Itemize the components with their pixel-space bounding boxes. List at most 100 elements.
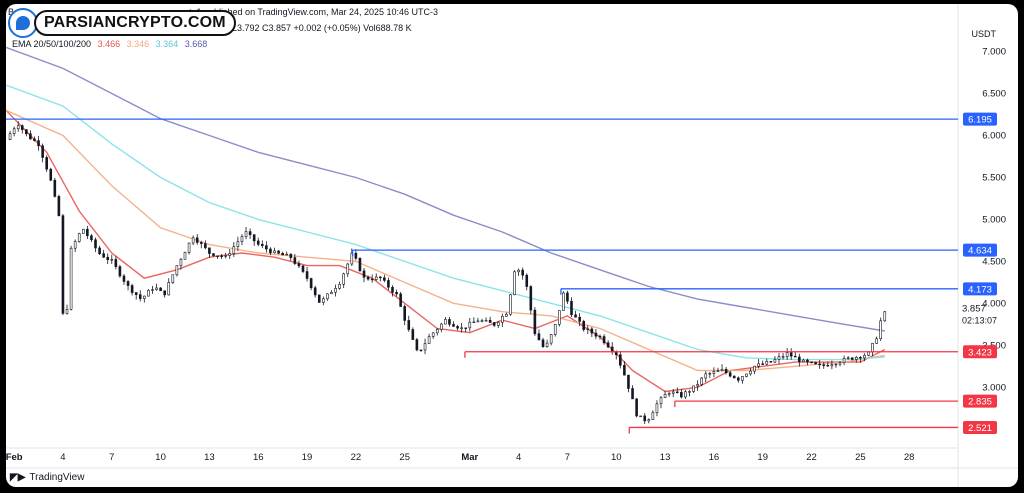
candle-body (724, 368, 728, 373)
current-price-label: 3.857 (962, 303, 986, 314)
candle-body (842, 357, 846, 363)
y-tick-label: 4.000 (982, 298, 1006, 309)
candle-body (501, 316, 504, 323)
candle-body (663, 394, 667, 398)
candle-body (415, 339, 419, 351)
candle-body (549, 334, 553, 344)
candle-body (73, 241, 77, 249)
candle-body (342, 273, 345, 285)
y-tick-label: 5.000 (982, 214, 1006, 225)
candle-body (151, 289, 154, 291)
candle-body (688, 391, 691, 393)
candle-body (440, 323, 443, 330)
candlestick-chart[interactable]: 7.0006.5006.0005.5005.0004.5004.0003.500… (6, 4, 1018, 487)
candle-body (737, 377, 740, 381)
candle-body (252, 234, 256, 242)
candle-body (61, 215, 65, 314)
candle-body (277, 250, 280, 254)
candle-body (651, 412, 655, 420)
candle-body (777, 356, 781, 360)
candle-body (25, 129, 28, 135)
candle-body (741, 376, 744, 381)
candle-body (883, 311, 887, 322)
candle-body (464, 327, 468, 329)
candle-body (838, 362, 842, 365)
candle-body (191, 237, 195, 244)
candle-body (537, 333, 541, 341)
candle-body (138, 294, 142, 299)
candle-body (297, 263, 301, 267)
candle-body (810, 361, 813, 364)
publisher-text: to1 published on TradingView.com, Mar 24… (189, 7, 438, 17)
candle-body (578, 316, 581, 322)
candle-body (671, 391, 675, 394)
candle-body (106, 256, 110, 261)
candle-body (110, 259, 114, 261)
candle-body (773, 359, 777, 363)
candle-body (134, 292, 138, 295)
candle-body (680, 392, 683, 398)
candle-body (623, 364, 626, 376)
candle-body (395, 292, 398, 295)
candle-body (826, 365, 830, 367)
candle-body (187, 242, 191, 253)
candle-body (305, 271, 309, 279)
candle-body (293, 257, 297, 264)
candle-body (122, 275, 126, 282)
candle-body (704, 373, 708, 379)
chart-panel: 7.0006.5006.0005.5005.0004.5004.0003.500… (6, 4, 1018, 487)
ema50-line (6, 109, 885, 372)
candle-body (480, 320, 484, 322)
level-badge (963, 112, 997, 126)
ema-legend[interactable]: EMA 20/50/100/200 3.466 3.346 3.364 3.66… (12, 39, 207, 49)
ema20-value: 3.466 (97, 39, 121, 49)
candle-body (684, 391, 687, 398)
candle-body (232, 246, 236, 254)
candle-body (712, 371, 716, 374)
candle-body (354, 252, 358, 259)
candle-body (749, 370, 752, 375)
candle-body (273, 250, 276, 254)
candle-body (220, 255, 223, 258)
candle-body (582, 321, 586, 330)
x-tick-label: 28 (904, 452, 915, 463)
candle-body (639, 415, 642, 418)
candle-body (871, 343, 874, 353)
candle-body (753, 365, 756, 372)
level-badge-label: 4.634 (968, 246, 992, 257)
candle-body (696, 384, 699, 387)
candle-body (130, 285, 134, 293)
candle-body (358, 258, 362, 272)
candle-body (761, 363, 765, 365)
level-badge (963, 243, 997, 257)
y-tick-label: 6.500 (982, 89, 1006, 100)
candle-body (98, 247, 101, 255)
x-tick-label: 7 (109, 452, 114, 463)
candle-body (334, 287, 337, 293)
candle-body (212, 253, 215, 257)
candle-body (399, 293, 402, 307)
candle-body (69, 247, 73, 310)
candle-body (350, 252, 354, 265)
candle-body (728, 372, 732, 377)
candle-body (411, 329, 415, 340)
candle-body (407, 320, 411, 330)
candle-body (309, 278, 313, 289)
candle-body (20, 125, 24, 130)
ohlc-readout: L3.792 C3.857 +0.002 (+0.05%) Vol688.78 … (232, 23, 412, 33)
candle-body (37, 140, 40, 147)
candle-body (86, 228, 89, 237)
candle-body (423, 343, 427, 351)
candle-body (204, 243, 207, 249)
candle-body (281, 252, 284, 256)
candle-body (619, 354, 622, 366)
candle-body (366, 276, 370, 280)
candle-body (769, 361, 773, 363)
candle-body (846, 357, 850, 359)
candle-body (867, 351, 870, 356)
x-tick-label: 10 (155, 452, 166, 463)
candle-body (594, 332, 598, 337)
x-tick-label: 16 (709, 452, 720, 463)
tradingview-brand[interactable]: ◤▶ TradingView (10, 472, 84, 483)
